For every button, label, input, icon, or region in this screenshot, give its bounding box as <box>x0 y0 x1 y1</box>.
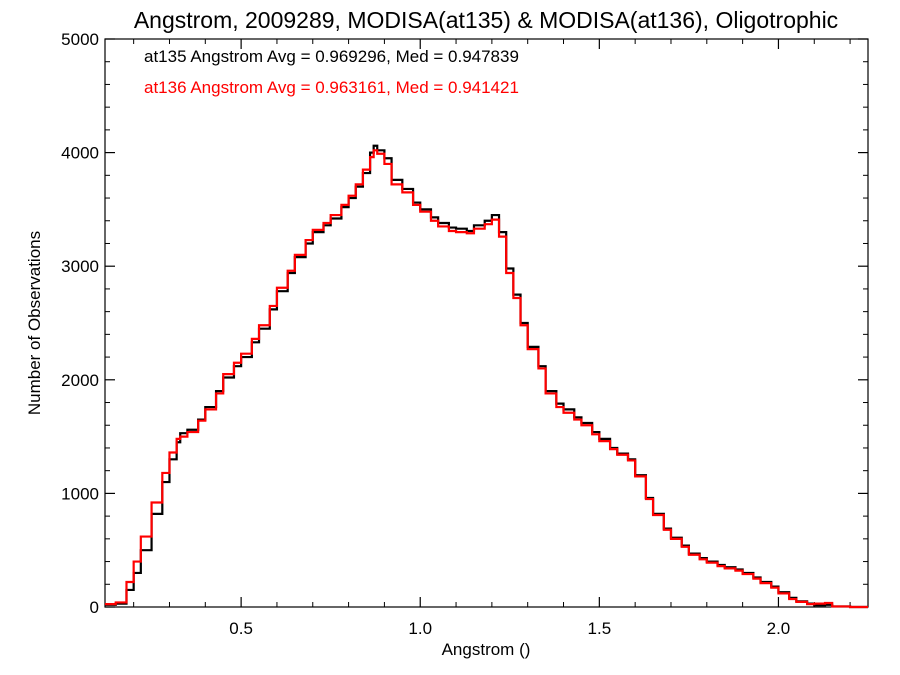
y-tick-label: 5000 <box>61 30 99 49</box>
y-axis-label: Number of Observations <box>25 231 44 415</box>
x-axis-label: Angstrom () <box>442 640 531 659</box>
x-tick-label: 2.0 <box>767 619 791 638</box>
x-axis: 0.5 1.0 1.5 2.0 <box>133 39 851 638</box>
y-tick-label: 1000 <box>61 484 99 503</box>
x-tick-label: 1.0 <box>408 619 432 638</box>
series-line-0 <box>105 144 868 609</box>
y-tick-label: 2000 <box>61 371 99 390</box>
x-tick-label: 0.5 <box>229 619 253 638</box>
plot-series <box>105 144 868 609</box>
x-tick-label: 1.5 <box>588 619 612 638</box>
plot-frame <box>104 38 869 608</box>
chart-title: Angstrom, 2009289, MODISA(at135) & MODIS… <box>134 7 838 33</box>
series-line-1 <box>105 149 868 609</box>
y-axis: 0 1000 2000 3000 4000 5000 <box>61 30 868 617</box>
y-tick-label: 3000 <box>61 257 99 276</box>
annotation-at135: at135 Angstrom Avg = 0.969296, Med = 0.9… <box>144 47 519 66</box>
annotation-at136: at136 Angstrom Avg = 0.963161, Med = 0.9… <box>144 78 519 97</box>
y-tick-label: 0 <box>90 598 99 617</box>
y-tick-label: 4000 <box>61 144 99 163</box>
